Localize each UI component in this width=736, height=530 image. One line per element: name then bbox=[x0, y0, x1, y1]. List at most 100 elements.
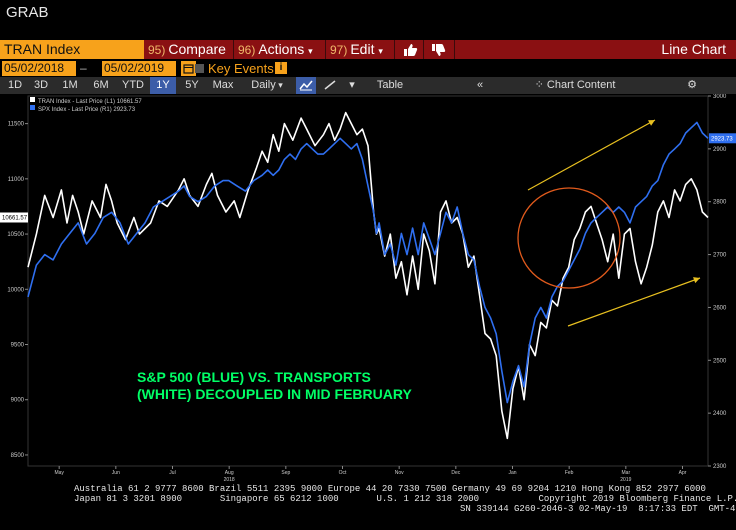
thumbs-up-icon[interactable] bbox=[402, 40, 418, 59]
compare-button[interactable]: 95) Compare bbox=[148, 40, 226, 59]
year-label: 2018 bbox=[224, 477, 235, 483]
x-tick-label: Jun bbox=[112, 470, 120, 476]
edit-dropdown-icon: ▾ bbox=[378, 46, 383, 56]
line-chart-icon[interactable] bbox=[296, 77, 316, 94]
last-value-tag-left: 10661.57 bbox=[0, 212, 28, 223]
last-value-right-box bbox=[709, 133, 736, 144]
right-tick-label: 2900 bbox=[713, 147, 727, 153]
table-button[interactable]: Table bbox=[376, 79, 404, 91]
left-tick-label: 10000 bbox=[7, 287, 24, 293]
chart-mode-label[interactable]: Line Chart bbox=[661, 41, 726, 57]
lower-trend-arrow-head bbox=[693, 277, 700, 284]
actions-button[interactable]: 96) Actions ▾ bbox=[238, 40, 313, 59]
footer-line-2: Japan 81 3 3201 8900 Singapore 65 6212 1… bbox=[74, 494, 736, 504]
period-ytd[interactable]: YTD bbox=[122, 79, 144, 91]
x-tick-label: Aug bbox=[225, 470, 234, 476]
collapse-left-icon[interactable]: « bbox=[476, 79, 484, 91]
lower-trend-arrow-shaft bbox=[567, 277, 701, 327]
gear-icon[interactable]: ⚙ bbox=[687, 79, 697, 91]
x-tick-label: Mar bbox=[622, 470, 631, 476]
plot-frame bbox=[27, 95, 709, 467]
annotation-line-1: S&P 500 (BLUE) VS. TRANSPORTS bbox=[137, 369, 371, 385]
edit-number: 97) bbox=[330, 43, 348, 57]
actions-number: 96) bbox=[238, 43, 256, 57]
legend-tran: TRAN Index - Last Price (L1) 10661.57 bbox=[38, 99, 142, 105]
compare-number: 95) bbox=[148, 43, 166, 57]
frequency-label: Daily bbox=[251, 79, 276, 91]
x-tick-label: Nov bbox=[395, 470, 404, 476]
x-tick-label: Oct bbox=[339, 470, 347, 476]
upper-trend-arrow-head bbox=[648, 120, 655, 126]
menu-separator bbox=[423, 40, 424, 59]
lower-trend-arrow bbox=[567, 277, 701, 327]
frequency-dropdown-icon: ▾ bbox=[275, 80, 283, 90]
chart-content-button[interactable]: ⁘ Chart Content bbox=[520, 77, 630, 94]
period-1y[interactable]: 1Y bbox=[150, 77, 176, 94]
thumbs-down-icon[interactable] bbox=[430, 40, 446, 59]
annotation-overlay bbox=[517, 119, 701, 327]
start-date-field[interactable]: 05/02/2018 bbox=[2, 61, 76, 76]
footer-line-1: Australia 61 2 9777 8600 Brazil 5511 239… bbox=[74, 484, 706, 494]
chart-content-icon: ⁘ bbox=[534, 79, 547, 91]
draw-dropdown-icon[interactable]: ▾ bbox=[349, 79, 355, 91]
left-tick-label: 10500 bbox=[7, 232, 24, 238]
chart-content-label: Chart Content bbox=[546, 79, 616, 91]
axes: 8500 9000 9500 10000 10500 11000 11500 2300 2400… bbox=[0, 94, 736, 483]
key-events-checkbox[interactable] bbox=[195, 64, 204, 73]
legend-swatch-tran bbox=[30, 97, 35, 102]
legend: TRAN Index - Last Price (L1) 10661.57 SP… bbox=[30, 97, 142, 113]
period-1m[interactable]: 1M bbox=[62, 79, 78, 91]
menu-separator bbox=[454, 40, 455, 59]
x-tick-label: Jul bbox=[169, 470, 175, 476]
upper-trend-arrow-shaft bbox=[527, 119, 656, 191]
ticker-input[interactable]: TRAN Index bbox=[0, 40, 144, 59]
menu-separator bbox=[325, 40, 326, 59]
year-label: 2019 bbox=[620, 477, 631, 483]
window-title: GRAB bbox=[6, 4, 49, 21]
left-tick-label: 9000 bbox=[11, 398, 25, 404]
left-tick-label: 8500 bbox=[11, 453, 25, 459]
info-icon[interactable]: i bbox=[275, 62, 287, 74]
legend-spx: SPX Index - Last Price (R1) 2923.73 bbox=[38, 107, 136, 113]
x-tick-label: Feb bbox=[565, 470, 574, 476]
period-1d[interactable]: 1D bbox=[7, 79, 23, 91]
right-tick-label: 2800 bbox=[713, 200, 727, 206]
right-tick-label: 2700 bbox=[713, 253, 727, 259]
last-value-tag-right: 2923.73 bbox=[709, 133, 736, 144]
actions-dropdown-icon: ▾ bbox=[308, 46, 313, 56]
x-tick-label: Jan bbox=[508, 470, 516, 476]
upper-trend-arrow bbox=[527, 119, 656, 191]
legend-swatch-spx bbox=[30, 105, 35, 110]
edit-label: Edit bbox=[350, 41, 375, 57]
menu-separator bbox=[394, 40, 395, 59]
x-tick-label: Sep bbox=[281, 470, 290, 476]
menu-separator bbox=[233, 40, 234, 59]
series-lines bbox=[27, 111, 709, 440]
tran-line bbox=[27, 111, 709, 440]
edit-button[interactable]: 97) Edit ▾ bbox=[330, 40, 383, 59]
period-6m[interactable]: 6M bbox=[93, 79, 109, 91]
end-date-field[interactable]: 05/02/2019 bbox=[102, 61, 176, 76]
grid bbox=[27, 95, 709, 467]
calendar-icon[interactable] bbox=[181, 61, 196, 76]
x-tick-label: Dec bbox=[451, 470, 460, 476]
draw-tool-icon[interactable] bbox=[320, 77, 340, 94]
right-tick-label: 3000 bbox=[713, 94, 727, 100]
x-tick-label: May bbox=[54, 470, 64, 476]
left-tick-label: 11500 bbox=[8, 122, 25, 128]
x-tick-label: Apr bbox=[679, 470, 687, 476]
right-tick-label: 2400 bbox=[713, 411, 727, 417]
period-3d[interactable]: 3D bbox=[33, 79, 49, 91]
footer: Australia 61 2 9777 8600 Brazil 5511 239… bbox=[0, 484, 736, 514]
period-bar bbox=[0, 77, 736, 94]
left-tick-label: 9500 bbox=[11, 343, 25, 349]
compare-label: Compare bbox=[168, 41, 226, 57]
period-max[interactable]: Max bbox=[212, 79, 234, 91]
price-chart: 8500 9000 9500 10000 10500 11000 11500 2300 2400… bbox=[0, 94, 736, 483]
highlight-circle bbox=[517, 187, 621, 289]
spx-line bbox=[27, 121, 709, 404]
right-tick-label: 2600 bbox=[713, 305, 727, 311]
frequency-dropdown[interactable]: Daily ▾ bbox=[241, 77, 293, 94]
period-5y[interactable]: 5Y bbox=[185, 79, 199, 91]
menu-bar bbox=[0, 40, 736, 59]
